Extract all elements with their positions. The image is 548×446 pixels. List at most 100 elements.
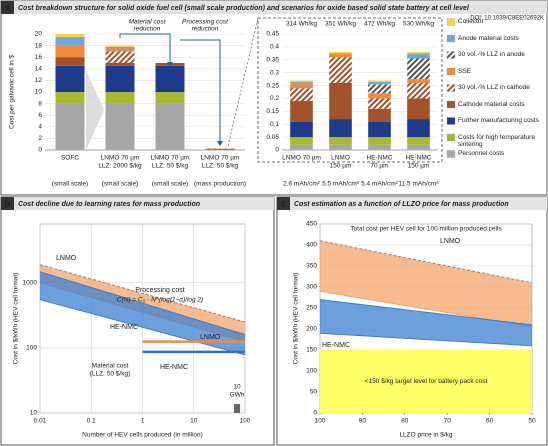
y-tick-label: 0.3	[270, 69, 279, 76]
bar-segment	[368, 108, 391, 122]
bar-segment	[290, 88, 313, 102]
marker-label: GWh	[230, 392, 245, 399]
x-tick-label: LNMO 70 µm	[201, 155, 240, 162]
x-tick-label: 150 µm	[330, 163, 352, 170]
energy-label: 472 Wh/kg	[364, 21, 395, 28]
flow-arrow	[86, 70, 104, 150]
bar-segment	[368, 137, 391, 145]
x-axis-label: Number of HEV cells produced (in million…	[82, 432, 203, 439]
annotation: Material cost	[129, 19, 167, 26]
x-tick-label: 0.1	[87, 418, 96, 425]
panel-title: Cost estimation as a function of LLZO pr…	[294, 201, 509, 208]
y-tick-label: 1000	[23, 280, 38, 287]
bar-segment	[105, 46, 135, 49]
bar-segment	[105, 51, 135, 63]
bar-segment	[329, 82, 352, 120]
arrow	[180, 39, 221, 142]
material-label: (LLZ: 50 $/kg)	[90, 371, 130, 378]
panel-header	[277, 197, 547, 210]
energy-label: 351 Wh/kg	[325, 21, 356, 28]
bar-segment	[105, 92, 135, 104]
range-band	[320, 299, 532, 346]
bar-segment	[55, 103, 85, 150]
annotation: reduction	[134, 26, 161, 33]
legend-label: SSE	[458, 67, 472, 75]
bar-segment	[105, 63, 135, 66]
legend-item: 30 vol.-% LLZ in cathode	[458, 84, 530, 91]
x-tick-label: LLZ: 50 $/kg	[152, 163, 189, 170]
panel-header	[1, 1, 547, 14]
legend-item: Anode material costs	[458, 35, 519, 42]
bar-segment	[329, 57, 352, 83]
bar-segment	[155, 103, 185, 150]
series-label: HE-NMC	[110, 324, 138, 331]
bar-segment	[407, 137, 430, 145]
legend-item: 30 vol.-% LLZ in anode	[458, 51, 525, 58]
legend-item: Cathode material costs	[458, 101, 524, 108]
bar-segment	[368, 98, 391, 109]
annotation: Processing cost	[182, 19, 229, 26]
y-tick-label: 250	[306, 305, 317, 312]
bar-segment	[290, 82, 313, 89]
bar-segment	[368, 84, 391, 94]
range-band	[320, 240, 532, 327]
bar-segment	[290, 101, 313, 122]
range-band	[40, 271, 245, 355]
panel-badge	[277, 197, 290, 210]
legend-label: Costs for high temperature sintering	[458, 133, 535, 149]
y-tick-label: 14	[35, 66, 43, 73]
y-tick-label: 450	[306, 221, 317, 228]
y-axis-label: Cost in $/kWh (HEV cell format)	[293, 273, 300, 365]
y-tick-label: 350	[306, 263, 317, 270]
x-tick-label: 10	[190, 418, 198, 425]
x-tick-label: 100	[315, 418, 326, 425]
y-tick-label: 16	[35, 54, 43, 61]
y-tick-label: 0	[313, 410, 317, 417]
bar-segment	[290, 80, 313, 82]
panel-title: Cost decline due to learning rates for m…	[18, 201, 200, 208]
y-tick-label: 200	[306, 326, 317, 333]
panel-letter: a	[5, 2, 11, 12]
formula: C(N) = C₀ · N^(log(1−α)/log 2)	[117, 297, 203, 304]
material-series-label: LNMO	[200, 334, 221, 341]
x-tick-label: SOFC	[61, 155, 79, 162]
y-tick-label: 12	[35, 77, 43, 84]
bar-segment	[155, 65, 185, 92]
x-tick-label: 60	[486, 418, 494, 425]
bar-segment	[407, 144, 430, 150]
bar-segment	[55, 92, 85, 104]
bar-segment	[407, 79, 430, 83]
y-tick-label: 400	[306, 242, 317, 249]
bar-segment	[368, 144, 391, 150]
x-tick-label: 80	[401, 418, 409, 425]
legend-label: 30 vol.-% LLZ in cathode	[458, 84, 530, 91]
arrowhead	[217, 141, 223, 146]
x-tick-label: HE-NMC	[367, 155, 393, 162]
y-tick-label: 8	[38, 100, 42, 107]
arrowhead	[167, 62, 173, 67]
y-tick-label: 150	[306, 347, 317, 354]
bar-segment	[368, 80, 391, 82]
x-tick-label: HE-NMC	[406, 155, 432, 162]
source: DOI: 10.1039/C8EE02692K	[470, 16, 544, 22]
y-tick-label: 0.15	[266, 108, 279, 115]
bar-segment	[407, 119, 430, 138]
y-tick-label: 100	[26, 345, 37, 352]
material-label: Material cost	[92, 363, 129, 370]
target-region	[320, 350, 532, 413]
y-tick-label: 0.4	[270, 44, 279, 51]
x-tick-label: 0.01	[34, 418, 47, 425]
y-tick-label: 0.45	[266, 31, 279, 38]
x-tick-label: LNMO 70 µm	[101, 155, 140, 162]
legend-label: 30 vol.-% LLZ in anode	[458, 51, 525, 58]
y-tick-label: 10	[30, 410, 38, 417]
x-tick-label: 100	[240, 418, 251, 425]
y-tick-label: 50	[310, 389, 318, 396]
bar-segment	[329, 119, 352, 138]
bar-segment	[55, 65, 85, 92]
range-lower	[319, 332, 533, 347]
bar-segment	[407, 98, 430, 120]
legend-swatch	[446, 117, 456, 125]
bar-segment	[368, 121, 391, 138]
